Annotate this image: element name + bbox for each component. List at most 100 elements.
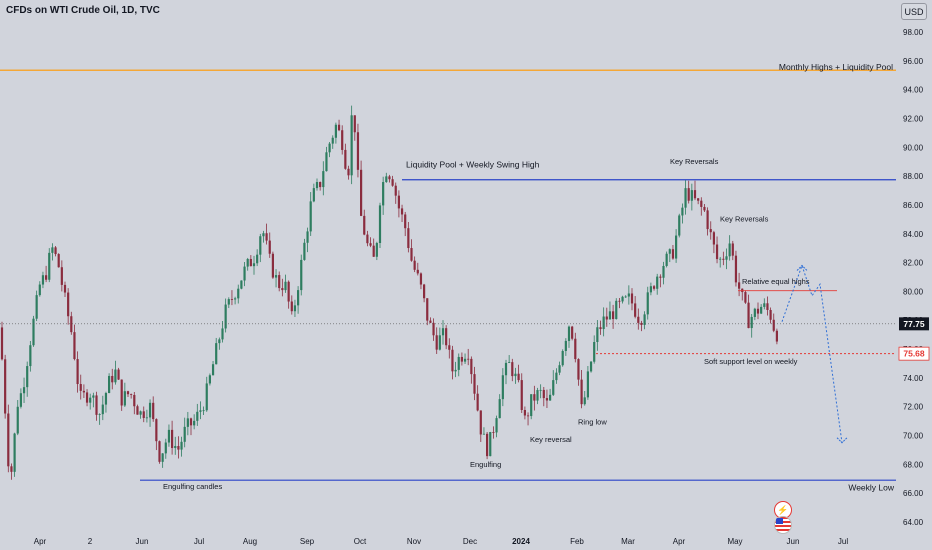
candle-body bbox=[637, 316, 640, 323]
candle-body bbox=[536, 390, 539, 401]
candle-body bbox=[130, 394, 133, 395]
annotation-label: Weekly Low bbox=[848, 482, 895, 492]
candle-body bbox=[429, 320, 432, 323]
time-axis: Apr 2 Jun Jul Aug Sep Oct Nov Dec 2024 Feb Mar Apr Ma… bbox=[34, 537, 849, 546]
candle-body bbox=[281, 288, 284, 291]
candle-body bbox=[356, 132, 360, 170]
candle-body bbox=[435, 335, 438, 350]
candle-body bbox=[73, 332, 76, 360]
current-price-tag: 77.75 bbox=[903, 319, 925, 329]
candle-body bbox=[284, 281, 287, 291]
candle-body bbox=[95, 395, 98, 415]
candle-body bbox=[489, 432, 492, 457]
candle-body bbox=[397, 195, 400, 209]
annotation-label: Monthly Highs + Liquidity Pool bbox=[779, 62, 893, 72]
candle-body bbox=[186, 418, 189, 427]
candle-body bbox=[155, 419, 158, 442]
candle-body bbox=[404, 214, 407, 229]
price-tick: 98.00 bbox=[903, 28, 924, 37]
candle-body bbox=[400, 208, 404, 215]
time-tick: 2024 bbox=[512, 537, 530, 546]
candle-body bbox=[473, 374, 476, 394]
candle-body bbox=[325, 152, 328, 172]
candle-body bbox=[583, 397, 586, 405]
price-tick: 68.00 bbox=[903, 460, 924, 469]
candle-body bbox=[230, 299, 234, 300]
candle-body bbox=[763, 303, 766, 307]
candle-body bbox=[35, 295, 38, 319]
candle-body bbox=[504, 362, 508, 376]
candle-body bbox=[234, 298, 237, 300]
candle-body bbox=[530, 394, 533, 417]
candle-body bbox=[753, 308, 756, 317]
annotation-label: Ring low bbox=[578, 418, 607, 427]
candle-body bbox=[775, 330, 778, 342]
candle-body bbox=[624, 296, 627, 298]
candle-body bbox=[410, 248, 413, 261]
candle-body bbox=[520, 380, 523, 411]
candle-body bbox=[580, 379, 583, 405]
candle-body bbox=[734, 255, 738, 283]
candle-body bbox=[22, 387, 26, 394]
candle-body bbox=[448, 345, 451, 350]
candle-body bbox=[246, 258, 249, 267]
candle-body bbox=[646, 292, 649, 315]
time-tick: Feb bbox=[570, 537, 584, 546]
annotation-label: Relative equal highs bbox=[742, 277, 810, 286]
candle-body bbox=[174, 445, 177, 449]
price-axis: 98.00 96.00 94.00 92.00 90.00 88.00 86.00 84.00… bbox=[903, 28, 924, 527]
candle-body bbox=[602, 316, 605, 330]
candle-body bbox=[567, 326, 571, 341]
candle-body bbox=[60, 267, 63, 285]
annotation-label: Liquidity Pool + Weekly Swing High bbox=[406, 159, 540, 169]
annotation-label: Key reversal bbox=[530, 435, 572, 444]
projection-arrowhead bbox=[836, 437, 848, 444]
price-tick: 66.00 bbox=[903, 489, 924, 498]
candle-body bbox=[48, 252, 51, 280]
candle-body bbox=[687, 188, 690, 201]
price-tick: 64.00 bbox=[903, 518, 924, 527]
candle-body bbox=[161, 453, 164, 462]
candle-body bbox=[533, 394, 536, 401]
us-flag-icon[interactable] bbox=[774, 516, 792, 534]
candle-body bbox=[375, 242, 378, 257]
candle-body bbox=[51, 247, 54, 253]
candle-body bbox=[634, 303, 637, 317]
candle-body bbox=[703, 206, 706, 211]
candle-body bbox=[678, 215, 681, 236]
candle-body bbox=[331, 137, 334, 144]
candle-body bbox=[142, 411, 145, 418]
candle-body bbox=[457, 356, 460, 370]
candle-body bbox=[407, 228, 410, 249]
candle-body bbox=[309, 201, 312, 232]
time-tick: Dec bbox=[463, 537, 477, 546]
candle-body bbox=[45, 275, 48, 280]
price-tick: 72.00 bbox=[903, 403, 924, 412]
candle-body bbox=[665, 253, 668, 266]
price-tick: 96.00 bbox=[903, 57, 924, 66]
candle-body bbox=[171, 429, 174, 449]
time-tick: Jul bbox=[194, 537, 204, 546]
candle-body bbox=[416, 269, 419, 274]
time-tick: Jul bbox=[838, 537, 848, 546]
candle-body bbox=[199, 410, 202, 412]
candle-body bbox=[54, 247, 57, 255]
annotation-label: Engulfing candles bbox=[163, 482, 222, 491]
candle-body bbox=[7, 413, 10, 467]
candle-body bbox=[731, 243, 734, 256]
price-tick: 74.00 bbox=[903, 374, 924, 383]
candle-body bbox=[454, 369, 457, 372]
price-tick: 94.00 bbox=[903, 86, 924, 95]
candle-body bbox=[514, 373, 517, 377]
candle-body bbox=[586, 371, 589, 398]
currency-button[interactable]: USD bbox=[901, 3, 927, 20]
candle-body bbox=[684, 188, 687, 208]
projection-arrowhead bbox=[796, 264, 808, 271]
candle-body bbox=[693, 190, 697, 199]
candle-body bbox=[523, 410, 526, 416]
candle-body bbox=[656, 276, 659, 289]
candle-body bbox=[738, 282, 741, 289]
candle-body bbox=[202, 410, 205, 412]
candle-body bbox=[274, 275, 278, 278]
